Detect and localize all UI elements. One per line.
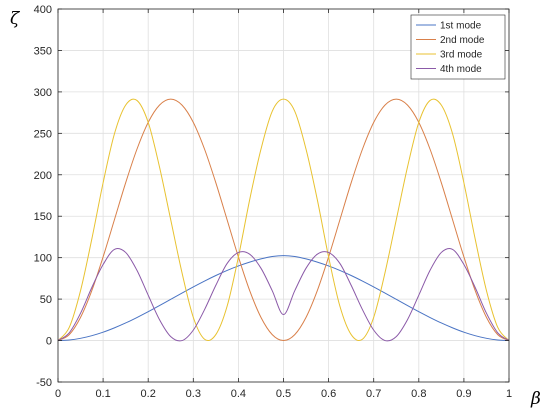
x-tick-label: 0.9 xyxy=(456,388,471,400)
series-line-4th-mode xyxy=(57,248,510,342)
x-tick-label: 0.6 xyxy=(321,388,336,400)
x-tick-label: 0.1 xyxy=(95,388,110,400)
y-tick-label: 200 xyxy=(34,170,52,182)
x-tick-label: 1 xyxy=(506,388,512,400)
legend-label-3rd-mode: 3rd mode xyxy=(440,50,483,61)
series-line-1st-mode xyxy=(57,255,510,342)
x-tick-label: 0.7 xyxy=(366,388,381,400)
y-tick-label: 400 xyxy=(34,4,52,16)
x-tick-label: 0.8 xyxy=(411,388,426,400)
y-tick-label: 0 xyxy=(46,336,52,348)
x-tick-label: 0 xyxy=(55,388,61,400)
y-tick-label: -50 xyxy=(36,377,52,389)
y-tick-label: 350 xyxy=(34,45,52,57)
y-tick-label: 100 xyxy=(34,253,52,265)
y-tick-label: 150 xyxy=(34,211,52,223)
legend-label-4th-mode: 4th mode xyxy=(440,64,482,75)
y-axis-title: ζ xyxy=(10,9,21,29)
legend: 1st mode 2nd mode 3rd mode 4th mode xyxy=(410,14,506,80)
x-tick-label: 0.3 xyxy=(186,388,201,400)
legend-label-2nd-mode: 2nd mode xyxy=(440,35,485,46)
x-tick-label: 0.2 xyxy=(141,388,156,400)
series-line-2nd-mode xyxy=(57,98,510,342)
tick-labels: 0 0.1 0.2 0.3 0.4 0.5 0.6 0.7 0.8 0.9 1-5005010015… xyxy=(34,4,512,400)
legend-label-1st-mode: 1st mode xyxy=(440,21,482,32)
y-tick-label: 300 xyxy=(34,87,52,99)
x-tick-label: 0.5 xyxy=(276,388,291,400)
x-axis-title: β xyxy=(530,389,541,409)
series-lines xyxy=(57,98,510,342)
y-tick-label: 50 xyxy=(40,294,52,306)
axis-ticks xyxy=(57,8,510,383)
series-line-3rd-mode xyxy=(57,98,510,341)
y-tick-label: 250 xyxy=(34,128,52,140)
x-tick-label: 0.4 xyxy=(231,388,246,400)
